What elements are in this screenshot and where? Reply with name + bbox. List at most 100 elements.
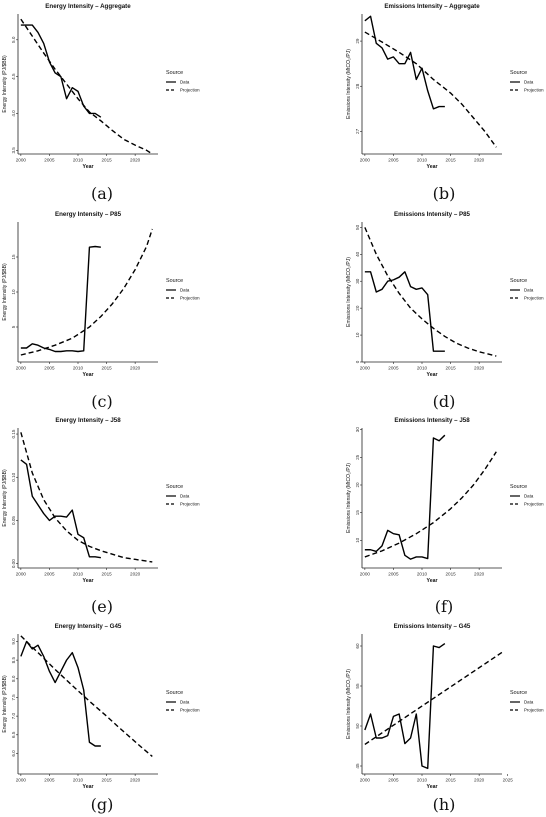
y-axis-label: Energy Intensity (PJ/$BB) — [2, 263, 8, 321]
x-tick-label: 2010 — [417, 778, 428, 783]
x-tick-label: 2010 — [73, 778, 84, 783]
legend-label-projection: Projection — [180, 88, 200, 93]
data-line — [20, 640, 101, 747]
y-tick-label: 10 — [355, 332, 360, 338]
y-tick-label: 7.0 — [11, 712, 16, 719]
x-tick-label: 2015 — [445, 778, 456, 783]
y-tick-label: 20 — [355, 482, 360, 488]
y-tick-label: 25 — [355, 454, 360, 460]
x-tick-label: 2015 — [101, 366, 112, 371]
y-tick-label: 6.0 — [11, 750, 16, 757]
legend-label-projection: Projection — [524, 296, 544, 301]
legend-title: Source — [166, 70, 183, 76]
legend-label-data: Data — [180, 80, 190, 85]
y-tick-label: 5 — [11, 325, 16, 328]
chart-title: Emissions Intensity – J58 — [394, 417, 470, 424]
x-tick-label: 2000 — [16, 572, 27, 577]
y-tick-label: 20 — [355, 305, 360, 311]
legend-label-projection: Projection — [180, 502, 200, 507]
x-tick-label: 2005 — [388, 366, 399, 371]
chart-title: Energy Intensity – J58 — [55, 417, 121, 424]
legend-title: Source — [510, 690, 527, 696]
legend-label-projection: Projection — [524, 502, 544, 507]
x-tick-label: 2000 — [16, 366, 27, 371]
y-tick-label: 0.00 — [11, 559, 16, 568]
x-axis-label: Year — [83, 372, 94, 378]
x-tick-label: 2015 — [101, 572, 112, 577]
projection-line — [364, 31, 497, 148]
chart-panel-c: Energy Intensity – P85 2000 2005 2010 2015 20… — [2, 211, 200, 411]
panel-caption: (c) — [91, 392, 112, 411]
legend-title: Source — [166, 690, 183, 696]
x-tick-label: 2010 — [73, 572, 84, 577]
projection-line — [20, 635, 153, 757]
data-line — [20, 24, 102, 118]
legend-label-data: Data — [524, 700, 534, 705]
y-tick-label: 4.0 — [11, 110, 16, 117]
panel-caption: (g) — [91, 795, 114, 814]
panel-caption: (d) — [433, 392, 456, 411]
chart-title: Energy Intensity – G45 — [55, 623, 122, 630]
y-tick-label: 50 — [355, 723, 360, 729]
legend-title: Source — [166, 484, 183, 490]
legend-label-data: Data — [524, 494, 534, 499]
y-tick-label: 9.0 — [11, 638, 16, 645]
x-tick-label: 2020 — [130, 158, 141, 163]
x-axis-label: Year — [427, 578, 438, 584]
chart-panel-h: Emissions Intensity – G45 2000 2005 2010 201… — [346, 623, 544, 814]
x-tick-label: 2005 — [44, 572, 55, 577]
x-axis-label: Year — [83, 164, 94, 170]
y-tick-label: 28 — [355, 83, 360, 89]
x-axis-label: Year — [427, 164, 438, 170]
x-tick-label: 2005 — [388, 572, 399, 577]
chart-panel-g: Energy Intensity – G45 2000 2005 2010 2015 20… — [2, 623, 200, 814]
panel-caption: (e) — [91, 597, 113, 616]
y-tick-label: 10 — [355, 537, 360, 543]
x-axis-label: Year — [427, 372, 438, 378]
y-axis-label: Energy Intensity (PJ/$BB) — [2, 469, 8, 527]
chart-panel-a: Energy Intensity – Aggregate 2000 2005 2010… — [2, 3, 200, 203]
x-tick-label: 2010 — [417, 366, 428, 371]
panel-caption: (a) — [91, 184, 113, 203]
x-tick-label: 2020 — [130, 366, 141, 371]
y-tick-label: 30 — [355, 278, 360, 284]
projection-line — [364, 227, 497, 357]
x-tick-label: 2015 — [101, 158, 112, 163]
x-tick-label: 2020 — [130, 572, 141, 577]
y-tick-label: 27 — [355, 128, 360, 134]
legend-label-data: Data — [180, 700, 190, 705]
x-tick-label: 2020 — [474, 572, 485, 577]
panel-caption: (h) — [433, 795, 456, 814]
x-tick-label: 2025 — [503, 778, 514, 783]
legend-title: Source — [510, 484, 527, 490]
y-tick-label: 0.15 — [11, 429, 16, 438]
projection-line — [364, 451, 497, 558]
x-tick-label: 2005 — [388, 158, 399, 163]
legend-title: Source — [510, 278, 527, 284]
y-tick-label: 4.5 — [11, 73, 16, 80]
y-tick-label: 0 — [355, 360, 360, 363]
x-tick-label: 2000 — [16, 778, 27, 783]
y-tick-label: 15 — [355, 510, 360, 516]
x-tick-label: 2010 — [417, 572, 428, 577]
y-axis-label: Emissions Intensity (MtCO₂/PJ) — [346, 669, 352, 739]
chart-panel-b: Emissions Intensity – Aggregate 2000 2005 2… — [346, 3, 544, 203]
x-tick-label: 2005 — [388, 778, 399, 783]
data-line — [20, 245, 101, 353]
y-tick-label: 15 — [11, 254, 16, 260]
x-tick-label: 2015 — [445, 572, 456, 577]
x-tick-label: 2010 — [417, 158, 428, 163]
legend-label-projection: Projection — [180, 296, 200, 301]
x-tick-label: 2020 — [474, 366, 485, 371]
x-tick-label: 2000 — [360, 158, 371, 163]
data-line — [364, 271, 445, 352]
chart-title: Energy Intensity – P85 — [55, 211, 122, 218]
x-tick-label: 2015 — [445, 366, 456, 371]
chart-title: Emissions Intensity – P85 — [394, 211, 471, 218]
x-tick-label: 2020 — [474, 778, 485, 783]
legend-label-data: Data — [524, 80, 534, 85]
projection-line — [20, 18, 153, 155]
data-line — [364, 643, 446, 770]
